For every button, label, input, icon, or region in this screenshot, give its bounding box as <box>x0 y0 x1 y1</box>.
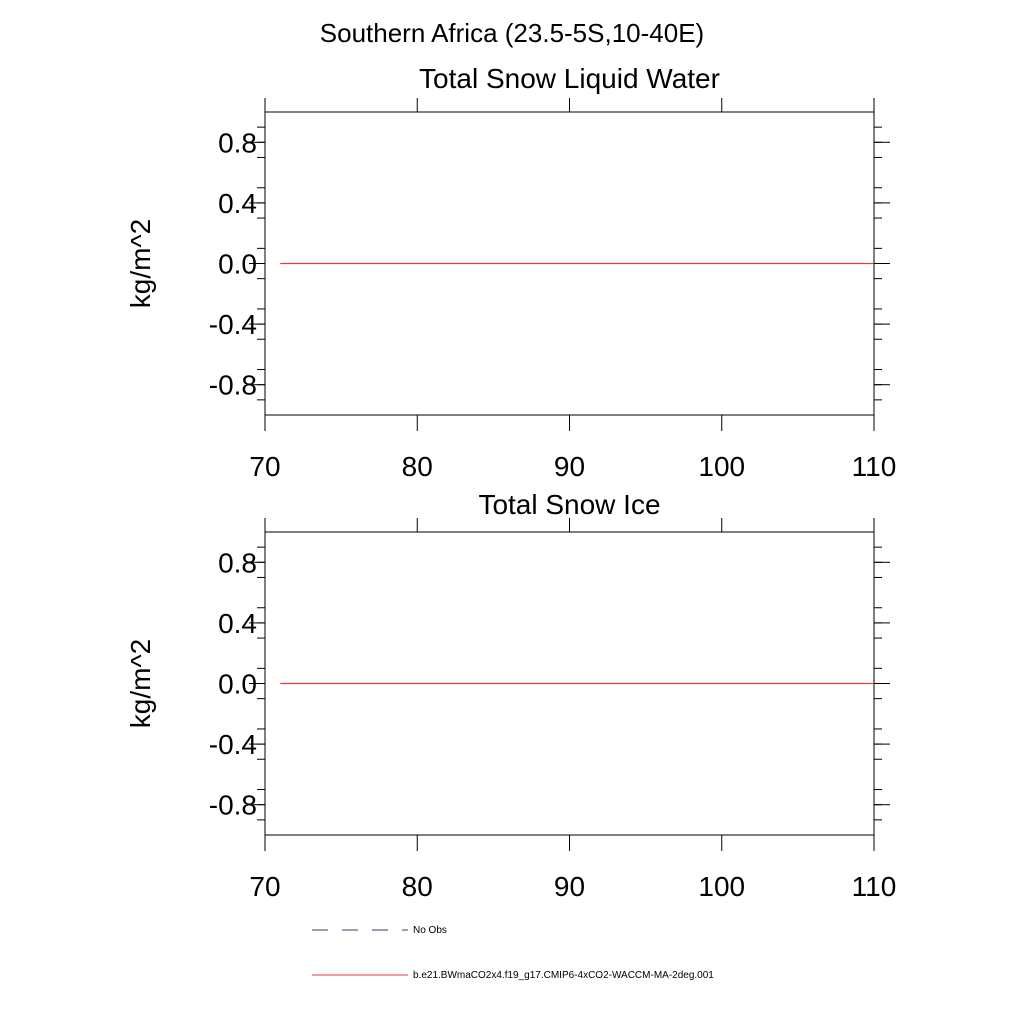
chart-0-y-tick-label: 0.8 <box>218 127 257 158</box>
chart-0-y-axis-label: kg/m^2 <box>125 219 156 308</box>
chart-1-y-tick-label: -0.8 <box>209 790 257 821</box>
chart-0-y-tick-label: 0.0 <box>218 249 257 280</box>
legend-label-model: b.e21.BWmaCO2x4.f19_g17.CMIP6-4xCO2-WACC… <box>413 970 714 981</box>
chart-1-y-tick-label: 0.8 <box>218 547 257 578</box>
chart-1-y-tick-label: 0.0 <box>218 669 257 700</box>
chart-1-x-tick-label: 80 <box>402 871 433 902</box>
panel-snow-ice: Total Snow Ice kg/m^2 70 80 90 100 110 0.8 0.4 0.… <box>125 489 896 902</box>
chart-1-x-tick-label: 70 <box>249 871 280 902</box>
chart-1-y-axis-label: kg/m^2 <box>125 639 156 728</box>
chart-0-y-tick-label: -0.4 <box>209 309 257 340</box>
legend-label-no-obs: No Obs <box>413 925 447 936</box>
chart-1-x-tick-label: 90 <box>554 871 585 902</box>
chart-0-x-tick-label: 80 <box>402 451 433 482</box>
chart-1-title: Total Snow Ice <box>478 489 660 520</box>
chart-1-x-tick-label: 100 <box>698 871 745 902</box>
chart-0-y-tick-label: -0.8 <box>209 370 257 401</box>
chart-0-x-tick-label: 100 <box>698 451 745 482</box>
chart-0-x-tick-label: 90 <box>554 451 585 482</box>
panel-snow-liquid-water: Total Snow Liquid Water kg/m^2 70 80 90 100 11… <box>125 63 896 482</box>
chart-0-x-tick-label: 110 <box>852 451 897 482</box>
figure-title: Southern Africa (23.5-5S,10-40E) <box>320 18 704 48</box>
chart-1-y-tick-label: -0.4 <box>209 729 257 760</box>
chart-1-y-tick-label: 0.4 <box>218 608 257 639</box>
chart-0-title: Total Snow Liquid Water <box>419 63 720 94</box>
legend: No Obs b.e21.BWmaCO2x4.f19_g17.CMIP6-4xC… <box>312 925 714 981</box>
chart-1-x-tick-label: 110 <box>852 871 897 902</box>
chart-0-y-tick-label: 0.4 <box>218 188 257 219</box>
chart-0-x-tick-label: 70 <box>249 451 280 482</box>
